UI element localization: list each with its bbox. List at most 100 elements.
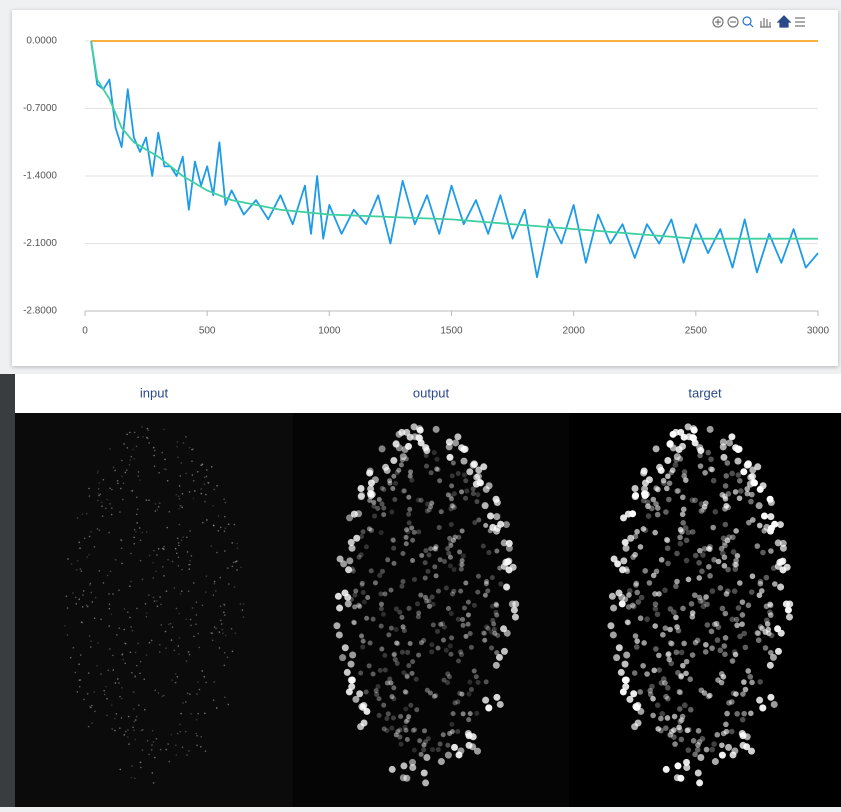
cell <box>150 639 153 642</box>
home-button[interactable] <box>776 15 792 28</box>
cell <box>433 693 439 699</box>
cell <box>632 492 640 500</box>
cell <box>437 478 443 484</box>
cell <box>785 613 793 621</box>
cell <box>147 429 149 431</box>
cell <box>124 471 127 474</box>
cell <box>96 499 99 502</box>
cell <box>122 658 125 661</box>
cell <box>403 534 409 540</box>
cell-dots <box>64 423 794 787</box>
cell <box>182 702 184 704</box>
cell <box>223 530 226 532</box>
cell <box>645 513 652 519</box>
cell <box>673 649 680 656</box>
cell <box>358 670 364 676</box>
cell <box>696 444 704 452</box>
cell <box>411 747 417 753</box>
cell <box>622 544 630 552</box>
cell <box>709 645 715 651</box>
input-image <box>15 413 293 807</box>
cell <box>134 719 137 721</box>
cell <box>66 634 69 636</box>
cell <box>634 589 641 596</box>
cell <box>220 526 222 529</box>
cell <box>351 619 357 625</box>
cell <box>481 630 487 636</box>
cell <box>405 649 411 655</box>
cell <box>626 695 634 703</box>
cell <box>159 748 162 751</box>
cell <box>737 633 743 640</box>
cell <box>101 515 104 517</box>
cell <box>137 642 139 645</box>
cell <box>236 547 239 550</box>
cell <box>109 648 111 650</box>
cell <box>90 530 92 533</box>
cell <box>459 528 465 534</box>
x-tick-label: 2500 <box>685 326 708 337</box>
cell <box>133 536 135 539</box>
cell <box>231 565 234 568</box>
cell <box>743 733 751 741</box>
cell <box>485 625 491 631</box>
cell <box>423 452 429 458</box>
cell <box>610 604 618 612</box>
y-tick-label: -0.7000 <box>23 103 57 114</box>
cell <box>168 510 171 513</box>
cell <box>379 485 385 491</box>
cell <box>406 605 412 611</box>
cell <box>457 690 463 696</box>
cell <box>748 472 756 480</box>
cell <box>175 552 178 555</box>
cell <box>381 487 387 493</box>
cell <box>123 608 126 610</box>
cell <box>763 574 770 581</box>
pan-button[interactable] <box>760 18 771 28</box>
cell <box>191 448 193 451</box>
cell <box>201 670 204 672</box>
cell <box>691 592 698 598</box>
cell <box>90 640 92 642</box>
cell <box>634 638 640 644</box>
cell <box>677 689 683 696</box>
cell <box>89 705 91 708</box>
cell <box>197 632 200 635</box>
cell <box>715 558 722 565</box>
cell <box>390 537 396 543</box>
cell <box>475 573 481 579</box>
zoom-in-button[interactable] <box>712 16 724 28</box>
zoom-out-button[interactable] <box>727 16 739 28</box>
cell <box>653 568 660 575</box>
cell <box>678 649 685 656</box>
cell <box>353 588 359 594</box>
cell <box>427 690 433 696</box>
cell <box>459 562 465 568</box>
cell <box>766 630 772 637</box>
cell <box>87 725 90 728</box>
y-tick-label: -2.1000 <box>23 238 57 249</box>
menu-button[interactable] <box>795 17 805 27</box>
cell <box>114 729 116 732</box>
cell <box>733 616 740 623</box>
cell <box>505 544 513 552</box>
cell <box>445 443 453 451</box>
cell <box>129 459 132 461</box>
cell <box>667 626 673 633</box>
cell <box>178 508 180 510</box>
cell <box>425 568 431 574</box>
cell <box>491 627 497 633</box>
cell <box>233 523 236 526</box>
cell <box>461 605 467 611</box>
cell <box>729 616 736 623</box>
zoom-button[interactable] <box>742 16 754 28</box>
cell <box>203 476 206 479</box>
cell <box>119 695 121 698</box>
series-line <box>90 40 818 240</box>
cell <box>74 596 77 599</box>
cell <box>709 588 716 594</box>
cell <box>108 531 110 534</box>
cell <box>744 490 751 497</box>
cell <box>224 696 226 699</box>
cell <box>188 446 191 449</box>
